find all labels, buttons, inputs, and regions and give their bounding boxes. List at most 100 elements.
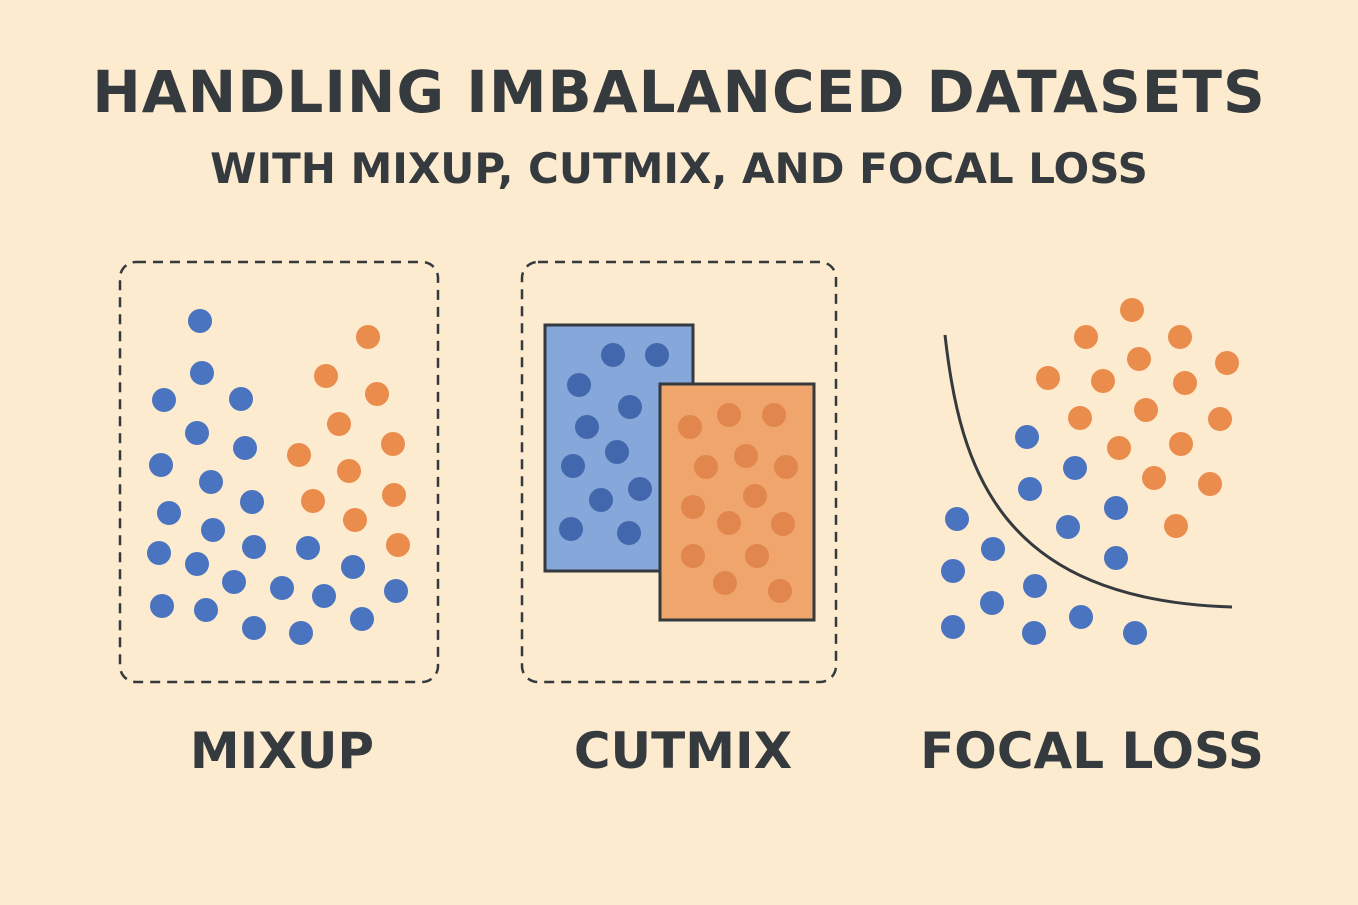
focal-orange-point [1198, 472, 1222, 496]
cutmix-orange-point [717, 403, 741, 427]
cutmix-orange-points [678, 403, 798, 603]
mixup-orange-point [381, 432, 405, 456]
focal-orange-point [1107, 436, 1131, 460]
cutmix-orange-point [713, 571, 737, 595]
cutmix-blue-point [559, 517, 583, 541]
cutmix-blue-point [645, 343, 669, 367]
cutmix-orange-point [743, 484, 767, 508]
mixup-blue-point [312, 584, 336, 608]
focal-orange-point [1127, 347, 1151, 371]
mixup-blue-point [152, 388, 176, 412]
mixup-blue-point [296, 536, 320, 560]
mixup-blue-point [289, 621, 313, 645]
cutmix-blue-point [601, 343, 625, 367]
focal-blue-point [1063, 456, 1087, 480]
cutmix-blue-point [605, 440, 629, 464]
focal-orange-point [1074, 325, 1098, 349]
mixup-orange-point [386, 533, 410, 557]
focal-orange-point [1164, 514, 1188, 538]
page-title: HANDLING IMBALANCED DATASETS [92, 58, 1266, 126]
mixup-blue-point [201, 518, 225, 542]
mixup-orange-point [343, 508, 367, 532]
mixup-blue-point [149, 453, 173, 477]
mixup-blue-point [157, 501, 181, 525]
cutmix-blue-points [559, 343, 669, 545]
page-subtitle: WITH MIXUP, CUTMIX, AND FOCAL LOSS [210, 144, 1148, 193]
mixup-dashed-frame [118, 260, 440, 684]
mixup-blue-point [350, 607, 374, 631]
cutmix-blue-point [567, 373, 591, 397]
mixup-blue-point [147, 541, 171, 565]
focal-blue-point [1023, 574, 1047, 598]
focal-blue-point [1015, 425, 1039, 449]
focal-loss-points [941, 298, 1239, 645]
focal-loss-label: FOCAL LOSS [920, 722, 1264, 780]
cutmix-dashed-frame [520, 260, 838, 684]
cutmix-blue-point [561, 454, 585, 478]
mixup-blue-point [199, 470, 223, 494]
mixup-blue-point [229, 387, 253, 411]
cutmix-orange-point [694, 455, 718, 479]
cutmix-orange-point [774, 455, 798, 479]
mixup-blue-point [190, 361, 214, 385]
cutmix-blue-point [618, 395, 642, 419]
focal-blue-point [1018, 477, 1042, 501]
mixup-blue-point [384, 579, 408, 603]
mixup-blue-point [233, 436, 257, 460]
mixup-blue-point [242, 535, 266, 559]
mixup-blue-point [150, 594, 174, 618]
cutmix-orange-point [681, 495, 705, 519]
focal-orange-point [1208, 407, 1232, 431]
focal-blue-point [1104, 496, 1128, 520]
cutmix-blue-point [628, 477, 652, 501]
focal-orange-point [1215, 351, 1239, 375]
mixup-blue-point [185, 421, 209, 445]
mixup-blue-point [242, 616, 266, 640]
focal-orange-point [1169, 432, 1193, 456]
mixup-orange-point [287, 443, 311, 467]
cutmix-orange-point [762, 403, 786, 427]
cutmix-orange-point [678, 415, 702, 439]
mixup-orange-point [327, 412, 351, 436]
focal-blue-point [981, 537, 1005, 561]
mixup-orange-point [314, 364, 338, 388]
focal-orange-point [1168, 325, 1192, 349]
focal-blue-point [1056, 515, 1080, 539]
cutmix-orange-point [681, 544, 705, 568]
focal-loss-curve [943, 334, 1233, 609]
focal-blue-point [945, 507, 969, 531]
focal-orange-point [1142, 466, 1166, 490]
mixup-orange-point [301, 489, 325, 513]
focal-blue-point [1022, 621, 1046, 645]
cutmix-blue-point [575, 415, 599, 439]
cutmix-orange-point [771, 512, 795, 536]
mixup-label: MIXUP [189, 722, 375, 780]
focal-orange-point [1120, 298, 1144, 322]
mixup-blue-point [194, 598, 218, 622]
mixup-orange-point [356, 325, 380, 349]
focal-blue-point [941, 559, 965, 583]
focal-orange-point [1091, 369, 1115, 393]
cutmix-blue-point [617, 521, 641, 545]
mixup-blue-point [341, 555, 365, 579]
focal-blue-point [1069, 605, 1093, 629]
mixup-orange-point [365, 382, 389, 406]
cutmix-orange-point [717, 511, 741, 535]
mixup-blue-point [222, 570, 246, 594]
mixup-points [147, 309, 410, 645]
mixup-orange-point [337, 459, 361, 483]
mixup-panel [118, 260, 440, 684]
cutmix-panel [520, 260, 838, 684]
focal-orange-point [1134, 398, 1158, 422]
focal-blue-point [1104, 546, 1128, 570]
focal-blue-point [980, 591, 1004, 615]
cutmix-orange-point [768, 579, 792, 603]
mixup-blue-point [185, 552, 209, 576]
mixup-blue-point [240, 490, 264, 514]
mixup-orange-point [382, 483, 406, 507]
cutmix-orange-point [734, 444, 758, 468]
cutmix-label: CUTMIX [573, 722, 793, 780]
cutmix-orange-point [745, 544, 769, 568]
mixup-blue-point [270, 576, 294, 600]
